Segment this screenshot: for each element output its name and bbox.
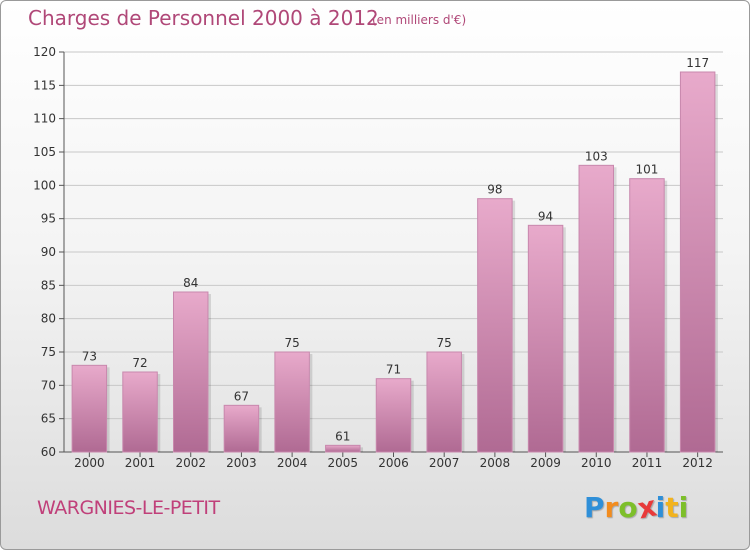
data-label: 72	[132, 356, 147, 370]
y-tick-label: 75	[41, 345, 56, 359]
data-label: 61	[335, 429, 350, 443]
logo-letter: i	[655, 491, 666, 524]
bar	[223, 404, 260, 453]
logo-letter: i	[678, 491, 689, 524]
x-tick-label: 2011	[632, 456, 663, 470]
y-tick-label: 120	[33, 45, 56, 59]
y-tick-label: 115	[33, 78, 56, 92]
x-tick-label: 2004	[277, 456, 308, 470]
data-label: 75	[284, 336, 299, 350]
data-label: 75	[437, 336, 452, 350]
x-tick-label: 2003	[226, 456, 257, 470]
bar	[71, 364, 108, 453]
data-label: 101	[636, 163, 659, 177]
x-tick-label: 2008	[480, 456, 511, 470]
y-tick-label: 105	[33, 145, 56, 159]
commune-name: WARGNIES-LE-PETIT	[37, 497, 220, 519]
bars	[71, 71, 718, 453]
x-tick-label: 2007	[429, 456, 460, 470]
bar	[578, 164, 615, 453]
data-label: 103	[585, 149, 608, 163]
proxiti-logo: Proxiti	[584, 489, 689, 525]
logo-letter: P	[584, 491, 605, 524]
data-label: 98	[487, 183, 502, 197]
data-label: 117	[686, 56, 709, 70]
data-label: 73	[82, 349, 97, 363]
bar	[426, 351, 462, 453]
x-tick-label: 2002	[175, 456, 206, 470]
x-tick-label: 2010	[581, 456, 612, 470]
bar	[629, 178, 665, 453]
logo-letter: o	[618, 491, 638, 524]
y-tick-label: 90	[41, 245, 56, 259]
y-tick-label: 100	[33, 178, 56, 192]
y-tick-label: 85	[41, 278, 56, 292]
bar	[325, 444, 361, 453]
bar	[172, 291, 209, 453]
bar	[274, 351, 310, 453]
y-tick-label: 110	[33, 112, 56, 126]
bar	[122, 371, 158, 453]
data-label: 71	[386, 363, 401, 377]
x-tick-label: 2009	[530, 456, 561, 470]
x-tick-label: 2001	[125, 456, 156, 470]
y-tick-label: 70	[41, 378, 56, 392]
x-tick-label: 2006	[378, 456, 409, 470]
bar	[375, 378, 412, 453]
y-tick-label: 95	[41, 212, 56, 226]
x-tick-label: 2000	[74, 456, 105, 470]
data-label: 84	[183, 276, 198, 290]
x-tick-label: 2012	[682, 456, 713, 470]
bar	[679, 71, 716, 453]
bar	[477, 198, 513, 453]
chart-title: Charges de Personnel 2000 à 2012	[28, 6, 379, 30]
logo-letter: r	[604, 491, 619, 524]
x-tick-label: 2005	[328, 456, 359, 470]
data-label: 67	[234, 389, 249, 403]
bar	[527, 224, 564, 453]
axes: 60 65 70 75 80 85 90 95 100 105 110 115 120 2000 2001 2…	[33, 45, 723, 470]
y-tick-label: 80	[41, 312, 56, 326]
data-label: 94	[538, 209, 553, 223]
y-tick-label: 60	[41, 445, 56, 459]
y-tick-label: 65	[41, 412, 56, 426]
chart-subtitle: (en milliers d'€)	[372, 13, 467, 27]
data-labels: 73 72 84 67 75 61 71 75 98 94 103 101 117	[82, 56, 709, 443]
logo-letter: t	[665, 491, 679, 524]
